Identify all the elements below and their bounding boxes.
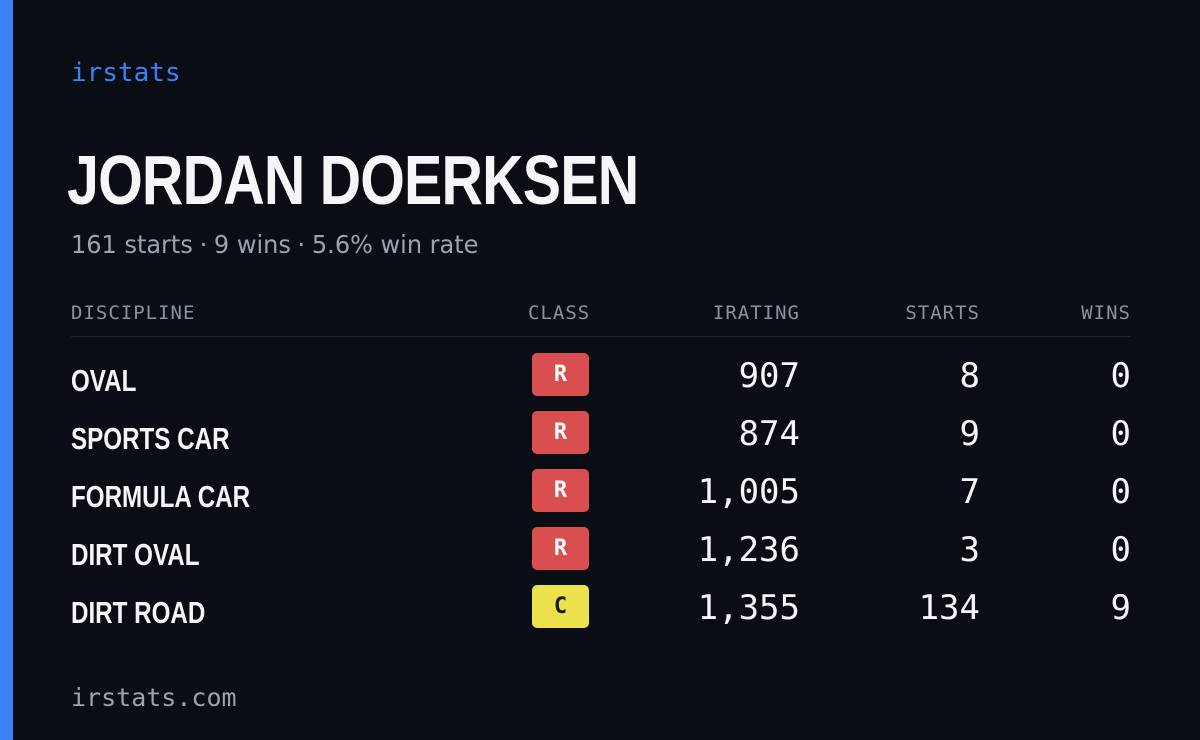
license-class-badge: R [532, 411, 589, 454]
table-row: DIRT OVAL R 1,236 3 0 [71, 527, 1131, 585]
summary-separator: · [297, 230, 306, 259]
license-class-badge: R [532, 469, 589, 512]
row-irating: 874 [738, 414, 800, 454]
row-starts: 134 [918, 588, 980, 628]
header-irating: IRATING [712, 302, 800, 324]
summary-wins: 9 wins [213, 230, 291, 259]
header-wins: WINS [1081, 302, 1131, 324]
table-header: DISCIPLINE CLASS IRATING STARTS WINS [71, 296, 1131, 337]
row-irating: 1,005 [697, 472, 800, 512]
discipline-stats-table: DISCIPLINE CLASS IRATING STARTS WINS OVA… [71, 296, 1131, 643]
header-starts: STARTS [905, 302, 980, 324]
table-row: SPORTS CAR R 874 9 0 [71, 411, 1131, 469]
header-class: CLASS [528, 302, 591, 324]
row-irating: 1,236 [697, 530, 800, 570]
row-starts: 3 [959, 530, 980, 570]
row-starts: 7 [959, 472, 980, 512]
footer-url: irstats.com [71, 683, 237, 712]
row-discipline: FORMULA CAR [71, 479, 251, 514]
driver-summary: 161 starts · 9 wins · 5.6% win rate [71, 228, 478, 262]
driver-name: JORDAN DOERKSEN [67, 141, 639, 219]
table-row: FORMULA CAR R 1,005 7 0 [71, 469, 1131, 527]
accent-bar [0, 0, 13, 740]
header-discipline: DISCIPLINE [71, 302, 196, 324]
table-row: OVAL R 907 8 0 [71, 353, 1131, 411]
row-wins: 0 [1110, 530, 1131, 570]
row-wins: 0 [1110, 414, 1131, 454]
row-discipline: DIRT OVAL [71, 537, 200, 572]
row-irating: 907 [738, 356, 800, 396]
table-row: DIRT ROAD C 1,355 134 9 [71, 585, 1131, 643]
row-discipline: DIRT ROAD [71, 595, 206, 630]
license-class-badge: R [532, 527, 589, 570]
row-wins: 9 [1110, 588, 1131, 628]
license-class-badge: R [532, 353, 589, 396]
summary-starts: 161 starts [71, 230, 193, 259]
row-irating: 1,355 [697, 588, 800, 628]
row-wins: 0 [1110, 356, 1131, 396]
row-wins: 0 [1110, 472, 1131, 512]
summary-win-rate: 5.6% win rate [311, 230, 479, 259]
row-discipline: SPORTS CAR [71, 421, 230, 456]
table-body: OVAL R 907 8 0 SPORTS CAR R 874 9 0 FORM… [71, 337, 1131, 643]
brand-logo-text: irstats [71, 58, 181, 88]
row-starts: 8 [959, 356, 980, 396]
summary-separator: · [199, 230, 208, 259]
row-starts: 9 [959, 414, 980, 454]
license-class-badge: C [532, 585, 589, 628]
row-discipline: OVAL [71, 363, 137, 398]
